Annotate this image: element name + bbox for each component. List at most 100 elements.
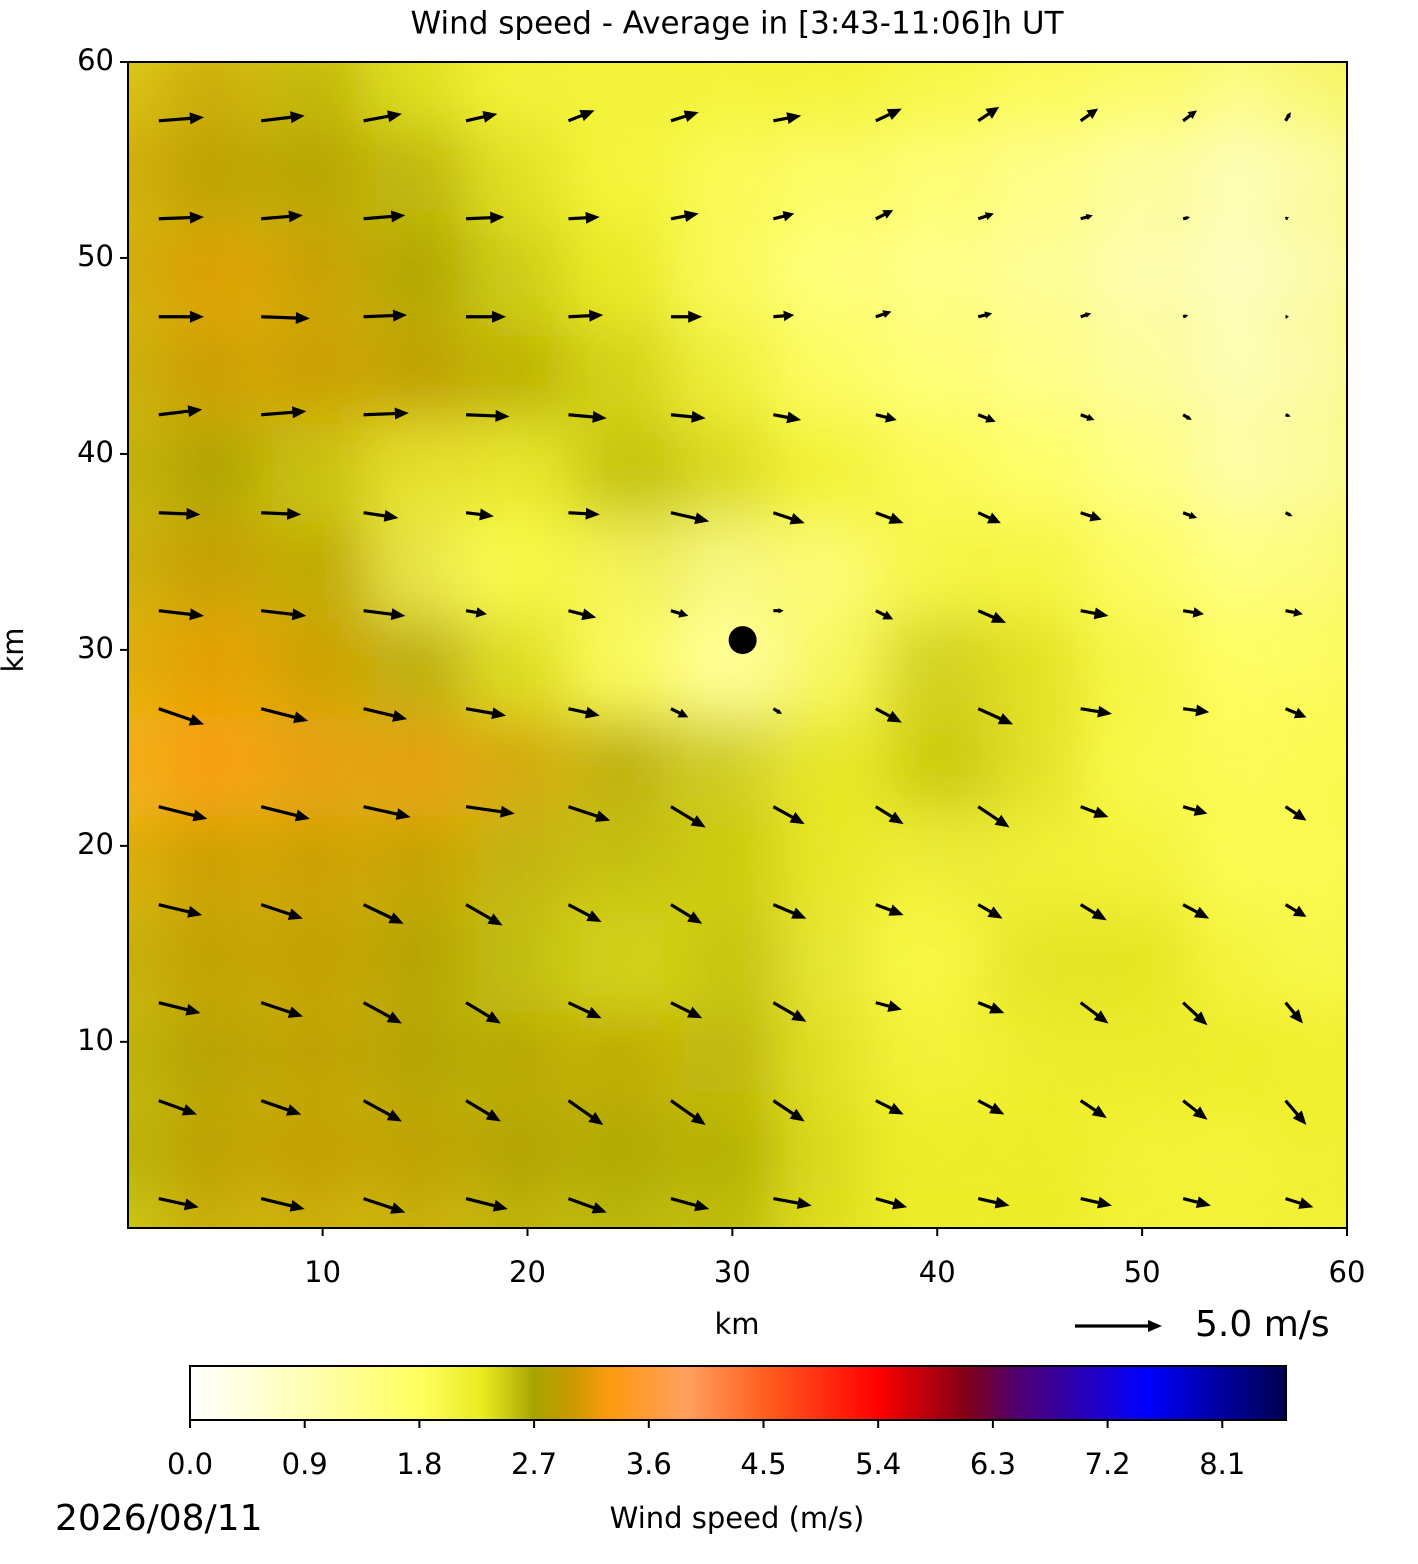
wind-arrow	[670, 1001, 703, 1019]
wind-arrow	[260, 707, 309, 724]
wind-arrow	[1182, 903, 1210, 919]
wind-arrow	[1284, 1001, 1303, 1024]
wind-arrow	[1182, 1099, 1208, 1120]
wind-arrow	[158, 608, 204, 621]
y-tick-label: 40	[77, 435, 114, 469]
wind-arrow	[772, 805, 805, 825]
wind-arrow	[977, 106, 1000, 123]
wind-arrow	[1080, 510, 1102, 522]
wind-arrow	[158, 1099, 198, 1116]
quiver	[158, 106, 1314, 1214]
wind-arrow	[875, 310, 892, 319]
x-tick-label: 50	[1124, 1255, 1161, 1289]
x-tick-label: 40	[919, 1255, 956, 1289]
wind-arrow	[261, 210, 303, 223]
wind-arrow	[1182, 216, 1191, 221]
wind-arrow	[772, 903, 807, 919]
wind-arrow	[977, 1099, 1005, 1115]
wind-arrow	[977, 413, 996, 423]
wind-arrow	[1182, 704, 1210, 717]
wind-arrow	[875, 1099, 904, 1115]
wind-arrow	[158, 112, 204, 125]
wind-arrow	[1182, 607, 1204, 618]
wind-arrow	[670, 805, 706, 828]
wind-arrow	[875, 511, 904, 524]
wind-arrow	[875, 707, 902, 723]
colorbar-tick-label: 6.3	[970, 1447, 1016, 1481]
plot-frame	[127, 61, 1348, 1229]
wind-arrow	[1080, 1196, 1112, 1209]
wind-arrow	[1285, 608, 1303, 617]
wind-arrow	[158, 405, 203, 418]
wind-arrow	[1284, 1099, 1307, 1125]
wind-arrow	[158, 310, 204, 323]
wind-arrow	[260, 903, 303, 920]
colorbar-tick-label: 7.2	[1085, 1447, 1131, 1481]
wind-arrow	[1080, 805, 1109, 818]
colorbar-label: Wind speed (m/s)	[610, 1501, 865, 1535]
wind-arrow	[977, 212, 994, 221]
wind-arrow	[875, 903, 904, 916]
y-tick-label: 20	[77, 827, 114, 861]
wind-arrow	[977, 903, 1003, 919]
x-tick-label: 10	[304, 1255, 341, 1289]
x-tick-label: 60	[1329, 1255, 1366, 1289]
wind-arrow	[567, 805, 611, 822]
wind-arrow	[670, 210, 699, 223]
wind-arrow	[670, 1197, 710, 1212]
wind-arrow	[158, 1001, 201, 1016]
wind-arrow	[261, 507, 302, 520]
wind-arrow	[568, 309, 604, 322]
wind-arrow	[568, 706, 600, 719]
wind-arrow	[158, 707, 204, 726]
wind-arrow	[670, 707, 689, 718]
wind-arrow	[875, 412, 897, 423]
colorbar-tick-label: 1.8	[396, 1447, 442, 1481]
wind-arrow	[363, 707, 408, 722]
wind-arrow	[977, 805, 1010, 828]
colorbar-tick-label: 2.7	[511, 1447, 557, 1481]
wind-arrow	[875, 609, 894, 620]
x-tick-label: 20	[509, 1255, 546, 1289]
wind-arrow	[1182, 804, 1208, 816]
wind-arrow	[670, 903, 703, 924]
wind-arrow	[875, 1197, 908, 1210]
wind-arrow	[158, 507, 201, 520]
wind-arrow	[772, 1001, 807, 1022]
wind-arrow	[1182, 511, 1198, 519]
wind-arrow	[874, 805, 904, 825]
colorbar	[189, 1365, 1287, 1421]
wind-arrow	[1284, 112, 1291, 122]
wind-arrow	[1079, 1099, 1107, 1119]
wind-arrow	[1284, 511, 1293, 517]
wind-arrow	[670, 608, 689, 618]
wind-arrow	[977, 1001, 1005, 1014]
wind-arrow	[1284, 216, 1290, 221]
wind-arrow	[670, 410, 706, 423]
wind-arrow	[158, 805, 208, 822]
wind-arrow	[568, 410, 607, 423]
wind-arrow	[568, 608, 597, 621]
wind-arrow	[363, 805, 411, 820]
wind-arrow	[773, 608, 784, 614]
wind-arrow	[772, 707, 783, 714]
wind-arrow	[669, 1099, 706, 1125]
center-marker	[728, 626, 757, 655]
wind-arrow	[260, 1197, 305, 1212]
wind-arrow	[465, 805, 515, 818]
wind-arrow	[875, 108, 902, 123]
wind-arrow	[1284, 903, 1307, 917]
wind-arrow	[363, 1197, 406, 1214]
wind-arrow	[670, 511, 710, 525]
wind-arrow	[465, 111, 498, 123]
wind-arrow	[773, 310, 795, 322]
wind-arrow	[465, 707, 507, 720]
wind-arrow	[465, 508, 494, 521]
y-tick-label: 10	[77, 1023, 114, 1057]
wind-arrow	[568, 507, 600, 520]
y-tick-label: 60	[77, 43, 114, 77]
colorbar-tick-label: 0.0	[167, 1447, 213, 1481]
quiver-key-label: 5.0 m/s	[1195, 1304, 1330, 1345]
wind-arrow	[465, 1197, 508, 1212]
